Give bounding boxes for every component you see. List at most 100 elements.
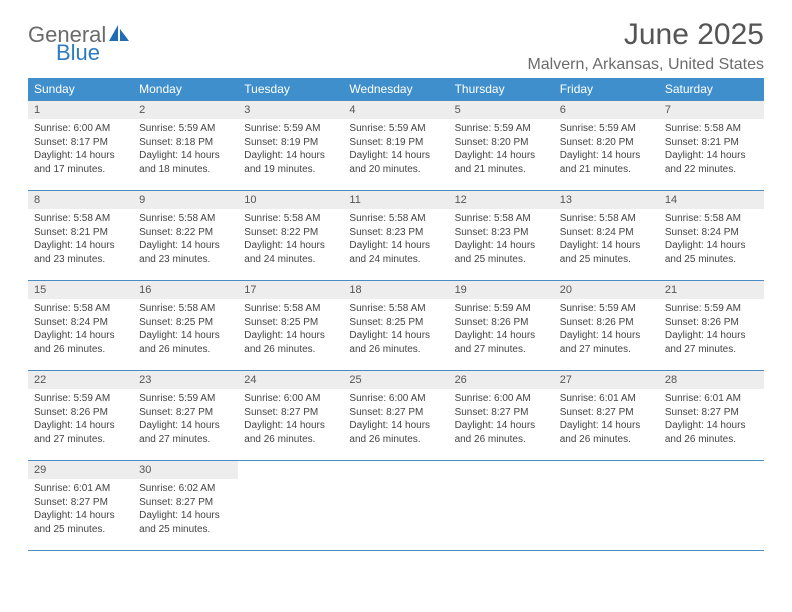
day-details: Sunrise: 5:58 AMSunset: 8:24 PMDaylight:… [554, 209, 659, 269]
sunrise-line: Sunrise: 5:58 AM [244, 212, 337, 226]
day-number: 1 [28, 101, 133, 119]
sunrise-line: Sunrise: 5:59 AM [244, 122, 337, 136]
sunset-line: Sunset: 8:27 PM [455, 406, 548, 420]
weekday-header: Monday [133, 78, 238, 101]
day-number: 7 [659, 101, 764, 119]
day-number: 6 [554, 101, 659, 119]
daylight-line: Daylight: 14 hours and 24 minutes. [244, 239, 337, 266]
calendar-cell: 24Sunrise: 6:00 AMSunset: 8:27 PMDayligh… [238, 371, 343, 461]
sunset-line: Sunset: 8:27 PM [244, 406, 337, 420]
daylight-line: Daylight: 14 hours and 26 minutes. [34, 329, 127, 356]
daylight-line: Daylight: 14 hours and 18 minutes. [139, 149, 232, 176]
day-details: Sunrise: 5:58 AMSunset: 8:24 PMDaylight:… [28, 299, 133, 359]
sunset-line: Sunset: 8:25 PM [349, 316, 442, 330]
month-title: June 2025 [527, 18, 764, 52]
calendar-cell: 28Sunrise: 6:01 AMSunset: 8:27 PMDayligh… [659, 371, 764, 461]
sunrise-line: Sunrise: 6:00 AM [244, 392, 337, 406]
sunrise-line: Sunrise: 6:00 AM [349, 392, 442, 406]
sunrise-line: Sunrise: 5:58 AM [665, 122, 758, 136]
daylight-line: Daylight: 14 hours and 27 minutes. [455, 329, 548, 356]
day-details: Sunrise: 6:00 AMSunset: 8:27 PMDaylight:… [449, 389, 554, 449]
sunrise-line: Sunrise: 5:59 AM [349, 122, 442, 136]
sunrise-line: Sunrise: 6:02 AM [139, 482, 232, 496]
daylight-line: Daylight: 14 hours and 25 minutes. [455, 239, 548, 266]
title-block: June 2025 Malvern, Arkansas, United Stat… [527, 18, 764, 74]
day-number: 17 [238, 281, 343, 299]
calendar-cell: 14Sunrise: 5:58 AMSunset: 8:24 PMDayligh… [659, 191, 764, 281]
calendar-cell: 18Sunrise: 5:58 AMSunset: 8:25 PMDayligh… [343, 281, 448, 371]
sunset-line: Sunset: 8:27 PM [349, 406, 442, 420]
sunrise-line: Sunrise: 5:58 AM [34, 302, 127, 316]
daylight-line: Daylight: 14 hours and 21 minutes. [455, 149, 548, 176]
weekday-header: Sunday [28, 78, 133, 101]
day-number: 21 [659, 281, 764, 299]
calendar-cell: 5Sunrise: 5:59 AMSunset: 8:20 PMDaylight… [449, 101, 554, 191]
sunset-line: Sunset: 8:20 PM [455, 136, 548, 150]
daylight-line: Daylight: 14 hours and 25 minutes. [34, 509, 127, 536]
sunset-line: Sunset: 8:27 PM [139, 496, 232, 510]
daylight-line: Daylight: 14 hours and 23 minutes. [34, 239, 127, 266]
sunset-line: Sunset: 8:22 PM [244, 226, 337, 240]
sunrise-line: Sunrise: 5:58 AM [349, 212, 442, 226]
daylight-line: Daylight: 14 hours and 26 minutes. [455, 419, 548, 446]
daylight-line: Daylight: 14 hours and 25 minutes. [560, 239, 653, 266]
day-number: 19 [449, 281, 554, 299]
daylight-line: Daylight: 14 hours and 19 minutes. [244, 149, 337, 176]
sunrise-line: Sunrise: 5:58 AM [139, 302, 232, 316]
day-details: Sunrise: 5:58 AMSunset: 8:25 PMDaylight:… [343, 299, 448, 359]
header: General Blue June 2025 Malvern, Arkansas… [28, 18, 764, 74]
sunset-line: Sunset: 8:23 PM [349, 226, 442, 240]
sunrise-line: Sunrise: 5:58 AM [34, 212, 127, 226]
day-number: 18 [343, 281, 448, 299]
day-number: 8 [28, 191, 133, 209]
day-number: 27 [554, 371, 659, 389]
calendar-cell: 29Sunrise: 6:01 AMSunset: 8:27 PMDayligh… [28, 461, 133, 551]
day-number: 23 [133, 371, 238, 389]
sunset-line: Sunset: 8:24 PM [665, 226, 758, 240]
calendar-cell: 19Sunrise: 5:59 AMSunset: 8:26 PMDayligh… [449, 281, 554, 371]
day-number: 11 [343, 191, 448, 209]
sunrise-line: Sunrise: 5:58 AM [349, 302, 442, 316]
calendar-cell: 13Sunrise: 5:58 AMSunset: 8:24 PMDayligh… [554, 191, 659, 281]
calendar-cell: 16Sunrise: 5:58 AMSunset: 8:25 PMDayligh… [133, 281, 238, 371]
daylight-line: Daylight: 14 hours and 26 minutes. [244, 419, 337, 446]
daylight-line: Daylight: 14 hours and 26 minutes. [665, 419, 758, 446]
sunset-line: Sunset: 8:21 PM [665, 136, 758, 150]
day-number: 3 [238, 101, 343, 119]
sunrise-line: Sunrise: 5:58 AM [455, 212, 548, 226]
daylight-line: Daylight: 14 hours and 27 minutes. [34, 419, 127, 446]
sunset-line: Sunset: 8:27 PM [665, 406, 758, 420]
calendar-week-row: 22Sunrise: 5:59 AMSunset: 8:26 PMDayligh… [28, 371, 764, 461]
weekday-header: Saturday [659, 78, 764, 101]
logo: General Blue [28, 24, 130, 64]
sunrise-line: Sunrise: 5:58 AM [244, 302, 337, 316]
sunset-line: Sunset: 8:26 PM [560, 316, 653, 330]
weekday-header: Tuesday [238, 78, 343, 101]
day-number: 28 [659, 371, 764, 389]
day-number: 9 [133, 191, 238, 209]
day-details: Sunrise: 5:59 AMSunset: 8:19 PMDaylight:… [343, 119, 448, 179]
day-details: Sunrise: 5:58 AMSunset: 8:24 PMDaylight:… [659, 209, 764, 269]
day-number: 30 [133, 461, 238, 479]
calendar-cell: 4Sunrise: 5:59 AMSunset: 8:19 PMDaylight… [343, 101, 448, 191]
day-number: 26 [449, 371, 554, 389]
calendar-cell: 25Sunrise: 6:00 AMSunset: 8:27 PMDayligh… [343, 371, 448, 461]
daylight-line: Daylight: 14 hours and 27 minutes. [139, 419, 232, 446]
day-number: 5 [449, 101, 554, 119]
daylight-line: Daylight: 14 hours and 22 minutes. [665, 149, 758, 176]
sunrise-line: Sunrise: 5:59 AM [139, 122, 232, 136]
sunset-line: Sunset: 8:19 PM [349, 136, 442, 150]
calendar-cell: 8Sunrise: 5:58 AMSunset: 8:21 PMDaylight… [28, 191, 133, 281]
calendar-cell: 10Sunrise: 5:58 AMSunset: 8:22 PMDayligh… [238, 191, 343, 281]
calendar-header-row: SundayMondayTuesdayWednesdayThursdayFrid… [28, 78, 764, 101]
day-details: Sunrise: 6:01 AMSunset: 8:27 PMDaylight:… [28, 479, 133, 539]
sunrise-line: Sunrise: 6:00 AM [34, 122, 127, 136]
day-details: Sunrise: 5:58 AMSunset: 8:21 PMDaylight:… [28, 209, 133, 269]
calendar-cell: 1Sunrise: 6:00 AMSunset: 8:17 PMDaylight… [28, 101, 133, 191]
sunrise-line: Sunrise: 5:59 AM [455, 302, 548, 316]
day-number: 2 [133, 101, 238, 119]
sunset-line: Sunset: 8:20 PM [560, 136, 653, 150]
sunset-line: Sunset: 8:25 PM [244, 316, 337, 330]
daylight-line: Daylight: 14 hours and 26 minutes. [139, 329, 232, 356]
day-number: 20 [554, 281, 659, 299]
